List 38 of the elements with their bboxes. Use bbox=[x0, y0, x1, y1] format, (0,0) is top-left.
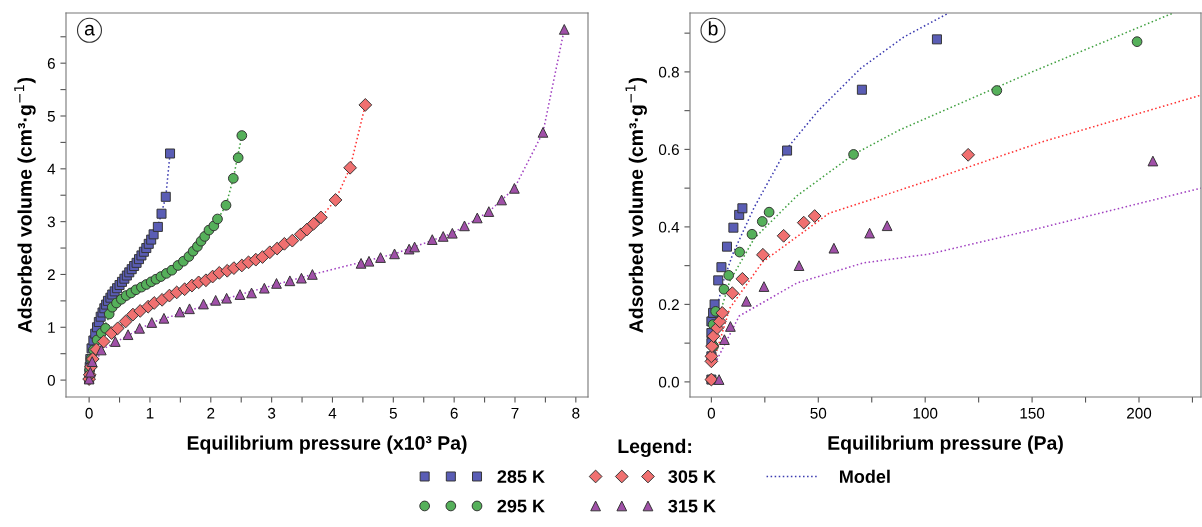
x-tick-label: 7 bbox=[511, 407, 519, 419]
y-tick-label: 0.0 bbox=[658, 376, 679, 388]
x-tick-label: 2 bbox=[207, 407, 215, 419]
legend-label: 305 K bbox=[668, 470, 716, 484]
y-tick-label: 0.2 bbox=[658, 299, 679, 311]
x-tick-label: 150 bbox=[1020, 407, 1045, 419]
x-tick-label: 200 bbox=[1127, 407, 1152, 419]
legend-label: 285 K bbox=[497, 470, 545, 483]
x-axis-title: Equilibrium pressure (x10³ Pa) bbox=[187, 435, 467, 454]
y-tick-label: 0.6 bbox=[658, 144, 679, 156]
x-tick-label: 4 bbox=[328, 407, 337, 419]
y-tick-label: 4 bbox=[47, 163, 56, 175]
y-tick-label: 2 bbox=[47, 269, 55, 280]
legend-label: 315 K bbox=[668, 499, 716, 513]
y-tick-label: 0.8 bbox=[658, 66, 679, 78]
legend-title: Legend: bbox=[618, 438, 692, 458]
chart-title: b bbox=[708, 21, 718, 36]
x-tick-label: 8 bbox=[572, 407, 580, 419]
x-tick-label: 5 bbox=[389, 407, 397, 419]
y-tick-label: 0.4 bbox=[658, 221, 680, 233]
legend-label: 295 K bbox=[497, 499, 545, 513]
y-tick-label: 6 bbox=[47, 58, 55, 69]
y-axis-title: Adsorbed volume (cm³·g$^{−1}$) bbox=[14, 77, 36, 333]
y-axis-title: Adsorbed volume (cm³·g$^{−1}$) bbox=[625, 77, 647, 333]
legend-label: Model bbox=[840, 469, 890, 483]
y-tick-label: 3 bbox=[47, 216, 55, 228]
x-tick-label: 3 bbox=[267, 407, 276, 419]
x-tick-label: 100 bbox=[913, 407, 938, 419]
x-tick-label: 0 bbox=[707, 407, 716, 419]
chart-title: a bbox=[84, 24, 95, 36]
y-tick-label: 0 bbox=[47, 374, 55, 386]
x-tick-label: 6 bbox=[450, 407, 458, 419]
x-tick-label: 1 bbox=[146, 407, 154, 419]
y-tick-label: 5 bbox=[47, 111, 55, 122]
x-tick-label: 0 bbox=[85, 407, 93, 419]
x-axis-title: Equilibrium pressure (Pa) bbox=[828, 435, 1063, 454]
y-tick-label: 1 bbox=[48, 322, 55, 333]
x-tick-label: 50 bbox=[810, 407, 827, 419]
